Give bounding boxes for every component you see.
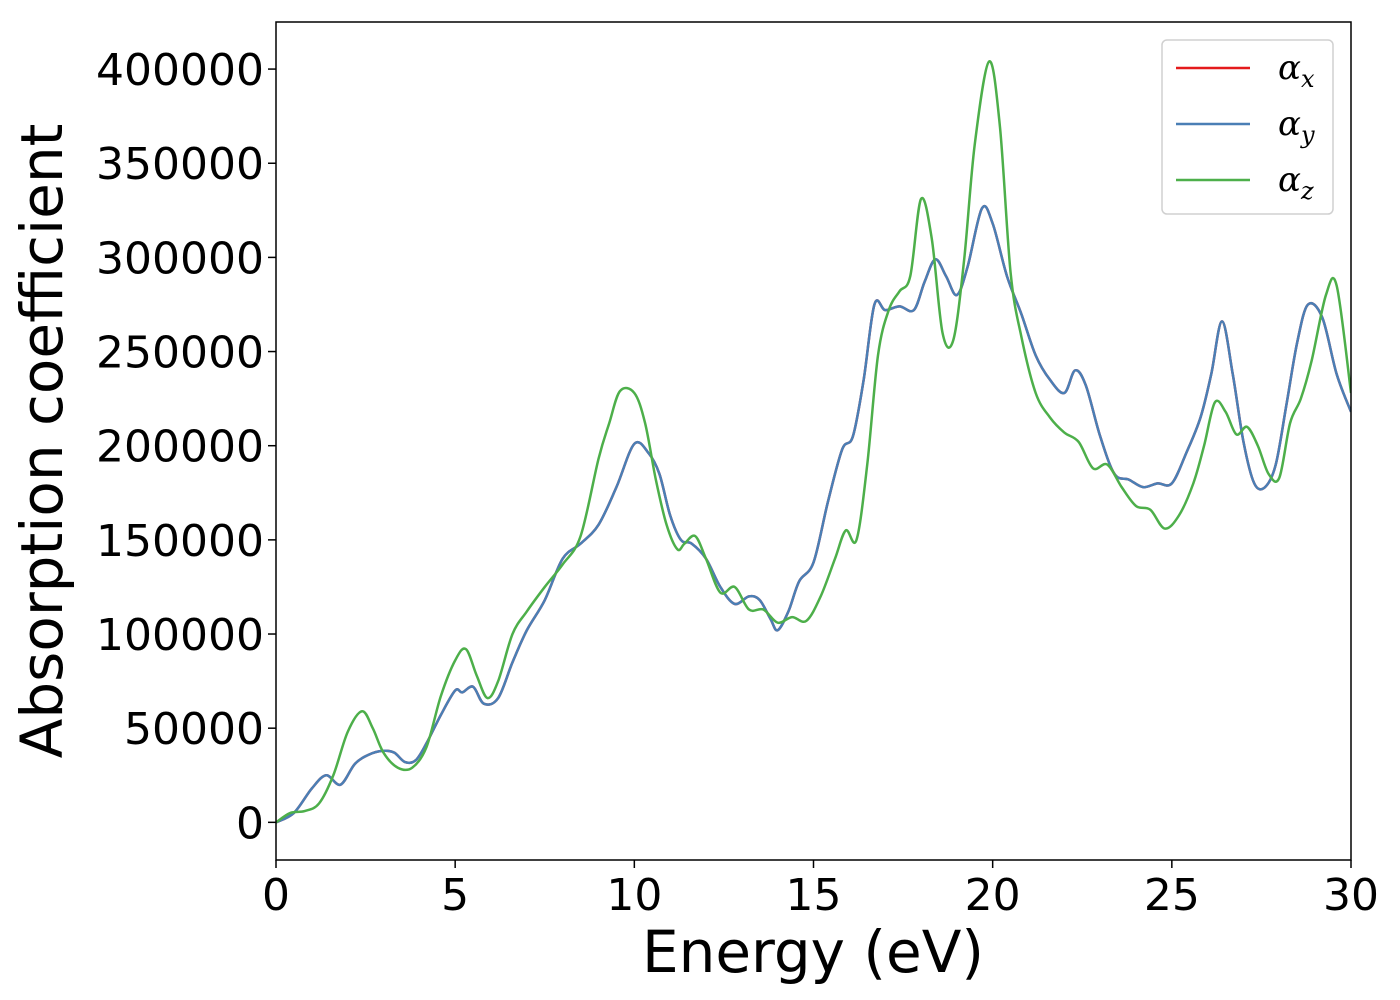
x-tick-label: 30 [1323,870,1379,921]
y-axis: 0 50000 100000 150000 200000 250000 300000 3500… [96,45,276,849]
y-tick-label: 200000 [96,422,264,473]
x-tick-label: 20 [965,870,1021,921]
y-tick-label: 50000 [124,704,264,755]
y-tick-label: 300000 [96,233,264,284]
x-tick-label: 15 [786,870,842,921]
x-tick-label: 5 [441,870,469,921]
x-tick-label: 10 [606,870,662,921]
y-tick-label: 350000 [96,139,264,190]
y-tick-label: 250000 [96,328,264,379]
x-tick-label: 0 [262,870,290,921]
y-tick-label: 150000 [96,516,264,567]
legend-box [1161,39,1334,215]
series-line-z [276,60,1351,824]
series-line-x [276,204,1351,824]
series-line-y [276,204,1351,824]
x-axis: 0 5 10 15 20 25 30 [262,860,1379,921]
plot-lines [276,60,1351,824]
x-tick-label: 25 [1144,870,1200,921]
y-tick-label: 0 [236,798,264,849]
y-tick-label: 100000 [96,610,264,661]
x-axis-title: Energy (eV) [642,918,984,986]
y-tick-label: 400000 [96,45,264,96]
y-axis-title: Absorption coefficient [8,124,76,759]
